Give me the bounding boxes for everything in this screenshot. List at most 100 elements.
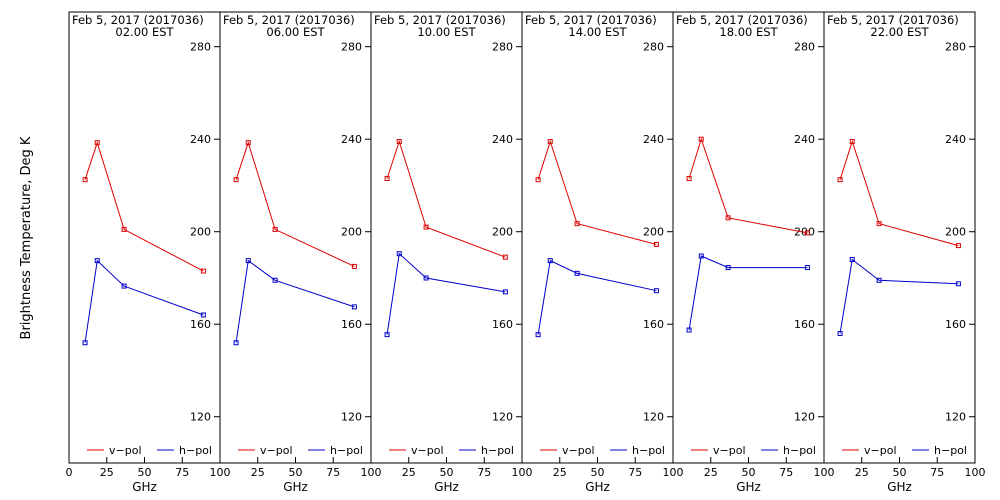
series-h-pol: h−pol: [233, 258, 363, 457]
data-point: [849, 139, 855, 145]
x-axis-label: GHz: [283, 480, 308, 494]
panel-title: Feb 5, 2017 (2017036): [374, 13, 506, 27]
panel-subtitle: 10.00 EST: [417, 25, 476, 39]
series-h-pol: h−pol: [837, 256, 967, 457]
y-axis-label: Brightness Temperature, Deg K: [19, 136, 34, 339]
y-tick-label: 200: [190, 226, 211, 239]
series-v-pol: v−pol: [686, 136, 810, 457]
data-point: [82, 177, 88, 183]
data-point: [535, 332, 541, 338]
x-tick-label: 50: [440, 466, 454, 479]
panel-6: Feb 5, 2017 (2017036)22.00 EST 120 160 200 2…: [823, 11, 986, 494]
y-tick-label: 240: [945, 133, 966, 146]
data-point: [351, 304, 357, 310]
y-tick-label: 280: [492, 41, 513, 54]
x-tick-label: 25: [251, 466, 265, 479]
legend-label: v−pol: [562, 444, 595, 457]
data-point: [233, 177, 239, 183]
panel-4: Feb 5, 2017 (2017036)14.00 EST 120 160 200 2…: [521, 11, 684, 494]
legend-label: h−pol: [934, 444, 967, 457]
x-tick-label: 75: [175, 466, 189, 479]
x-tick-label: 25: [855, 466, 869, 479]
y-tick-label: 160: [492, 318, 513, 331]
panel-3: Feb 5, 2017 (2017036)10.00 EST 120 160 200 2…: [370, 11, 533, 494]
y-tick-label: 120: [492, 411, 513, 424]
data-point: [698, 253, 704, 259]
y-tick-label: 200: [341, 226, 362, 239]
data-point: [94, 258, 100, 264]
series-v-pol: v−pol: [535, 139, 659, 457]
x-tick-label: 75: [326, 466, 340, 479]
series-line: [84, 141, 204, 272]
x-tick-label: 100: [210, 466, 231, 479]
data-point: [876, 221, 882, 227]
legend-label: h−pol: [330, 444, 363, 457]
data-point: [245, 258, 251, 264]
series-line: [537, 259, 657, 335]
data-point: [384, 332, 390, 338]
legend-label: h−pol: [783, 444, 816, 457]
y-tick-label: 280: [643, 41, 664, 54]
panel-title: Feb 5, 2017 (2017036): [525, 13, 657, 27]
x-tick-label: 50: [289, 466, 303, 479]
data-point: [837, 177, 843, 183]
x-tick-label: 100: [663, 466, 684, 479]
legend-label: v−pol: [864, 444, 897, 457]
x-tick-label: 50: [138, 466, 152, 479]
data-point: [547, 258, 553, 264]
legend-label: v−pol: [411, 444, 444, 457]
series-line: [235, 259, 355, 343]
x-tick-label: 100: [965, 466, 986, 479]
series-line: [688, 137, 808, 234]
y-tick-label: 120: [945, 411, 966, 424]
series-v-pol: v−pol: [384, 139, 508, 457]
x-tick-label: 50: [742, 466, 756, 479]
legend-label: h−pol: [481, 444, 514, 457]
x-tick-label: 100: [512, 466, 533, 479]
data-point: [245, 140, 251, 146]
y-tick-label: 120: [190, 411, 211, 424]
y-tick-label: 160: [794, 318, 815, 331]
series-line: [537, 139, 657, 245]
series-line: [839, 258, 959, 334]
y-tick-label: 280: [190, 41, 211, 54]
x-tick-label: 75: [779, 466, 793, 479]
series-line: [839, 139, 959, 247]
data-point: [200, 268, 206, 274]
data-point: [423, 275, 429, 281]
panel-subtitle: 18.00 EST: [719, 25, 778, 39]
x-tick-label: 25: [704, 466, 718, 479]
x-tick-label: 75: [930, 466, 944, 479]
data-point: [574, 270, 580, 276]
series-line: [386, 252, 506, 335]
series-h-pol: h−pol: [82, 258, 212, 457]
data-point: [502, 254, 508, 260]
data-point: [955, 281, 961, 287]
data-point: [502, 289, 508, 295]
y-tick-label: 240: [794, 133, 815, 146]
y-tick-label: 120: [794, 411, 815, 424]
y-tick-label: 200: [492, 226, 513, 239]
data-point: [396, 139, 402, 145]
x-axis-label: GHz: [736, 480, 761, 494]
y-tick-label: 120: [341, 411, 362, 424]
panel-1: Feb 5, 2017 (2017036)02.00 EST 120 160 200 2…: [66, 11, 231, 494]
y-tick-label: 280: [341, 41, 362, 54]
data-point: [233, 340, 239, 346]
series-h-pol: h−pol: [535, 258, 665, 457]
series-v-pol: v−pol: [82, 140, 206, 457]
panel-subtitle: 02.00 EST: [115, 25, 174, 39]
data-point: [396, 251, 402, 257]
legend-label: v−pol: [260, 444, 293, 457]
data-point: [804, 265, 810, 271]
y-tick-label: 200: [643, 226, 664, 239]
data-point: [121, 283, 127, 289]
series-line: [688, 255, 808, 331]
data-point: [423, 224, 429, 230]
x-tick-label: 75: [477, 466, 491, 479]
data-point: [725, 265, 731, 271]
x-tick-label: 50: [591, 466, 605, 479]
x-tick-label: 25: [553, 466, 567, 479]
x-axis-label: GHz: [132, 480, 157, 494]
